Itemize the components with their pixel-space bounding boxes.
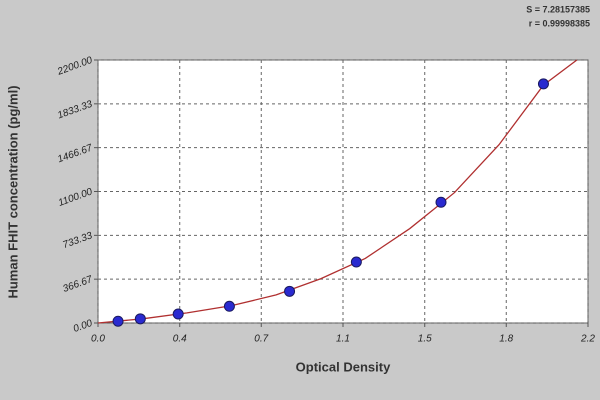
x-tick-label: 1.8 — [499, 334, 513, 345]
data-point — [112, 315, 124, 327]
x-tick-label: 1.5 — [418, 334, 432, 345]
y-tick-label: 0.00 — [72, 318, 94, 335]
data-point — [435, 196, 447, 208]
x-tick-label: 0.7 — [254, 334, 268, 345]
annotation: S = 7.28157385 — [526, 4, 590, 14]
data-point — [172, 308, 184, 320]
data-point — [284, 285, 296, 297]
annotation: r = 0.99998385 — [529, 18, 590, 28]
data-point — [537, 78, 549, 90]
data-point — [134, 313, 146, 325]
data-point — [223, 300, 235, 312]
x-tick-label: 0.0 — [91, 334, 105, 345]
y-tick-label: 366.67 — [61, 274, 94, 295]
x-axis-label: Optical Density — [296, 359, 391, 374]
x-tick-label: 2.2 — [580, 334, 595, 345]
x-tick-label: 1.1 — [336, 334, 350, 345]
x-tick-label: 0.4 — [173, 334, 187, 345]
y-tick-label: 1100.00 — [57, 186, 94, 209]
y-tick-label: 1833.33 — [56, 99, 94, 122]
y-axis-label: Human FHIT concentration (pg/ml) — [5, 85, 20, 298]
data-point — [350, 256, 362, 268]
y-tick-label: 2200.00 — [55, 55, 94, 78]
y-tick-label: 733.33 — [61, 230, 94, 251]
y-tick-label: 1466.67 — [56, 142, 94, 165]
